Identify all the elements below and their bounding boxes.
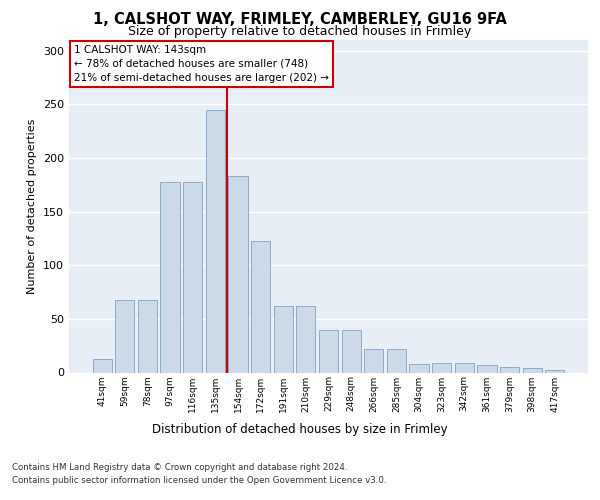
Bar bbox=[387, 349, 406, 372]
Text: 1, CALSHOT WAY, FRIMLEY, CAMBERLEY, GU16 9FA: 1, CALSHOT WAY, FRIMLEY, CAMBERLEY, GU16… bbox=[93, 12, 507, 28]
Bar bbox=[296, 306, 316, 372]
Y-axis label: Number of detached properties: Number of detached properties bbox=[28, 118, 37, 294]
Bar bbox=[319, 330, 338, 372]
Bar bbox=[432, 363, 451, 372]
Bar bbox=[274, 306, 293, 372]
Text: Size of property relative to detached houses in Frimley: Size of property relative to detached ho… bbox=[128, 25, 472, 38]
Bar bbox=[115, 300, 134, 372]
Bar bbox=[138, 300, 157, 372]
Text: Distribution of detached houses by size in Frimley: Distribution of detached houses by size … bbox=[152, 422, 448, 436]
Bar bbox=[183, 182, 202, 372]
Bar bbox=[500, 367, 519, 372]
Bar bbox=[545, 370, 565, 372]
Bar bbox=[229, 176, 248, 372]
Bar bbox=[364, 349, 383, 372]
Text: Contains public sector information licensed under the Open Government Licence v3: Contains public sector information licen… bbox=[12, 476, 386, 485]
Bar bbox=[341, 330, 361, 372]
Bar bbox=[455, 363, 474, 372]
Bar bbox=[160, 182, 180, 372]
Bar bbox=[206, 110, 225, 372]
Bar bbox=[92, 358, 112, 372]
Bar bbox=[477, 365, 497, 372]
Bar bbox=[523, 368, 542, 372]
Bar bbox=[251, 240, 270, 372]
Text: Contains HM Land Registry data © Crown copyright and database right 2024.: Contains HM Land Registry data © Crown c… bbox=[12, 462, 347, 471]
Bar bbox=[409, 364, 428, 372]
Text: 1 CALSHOT WAY: 143sqm
← 78% of detached houses are smaller (748)
21% of semi-det: 1 CALSHOT WAY: 143sqm ← 78% of detached … bbox=[74, 45, 329, 83]
